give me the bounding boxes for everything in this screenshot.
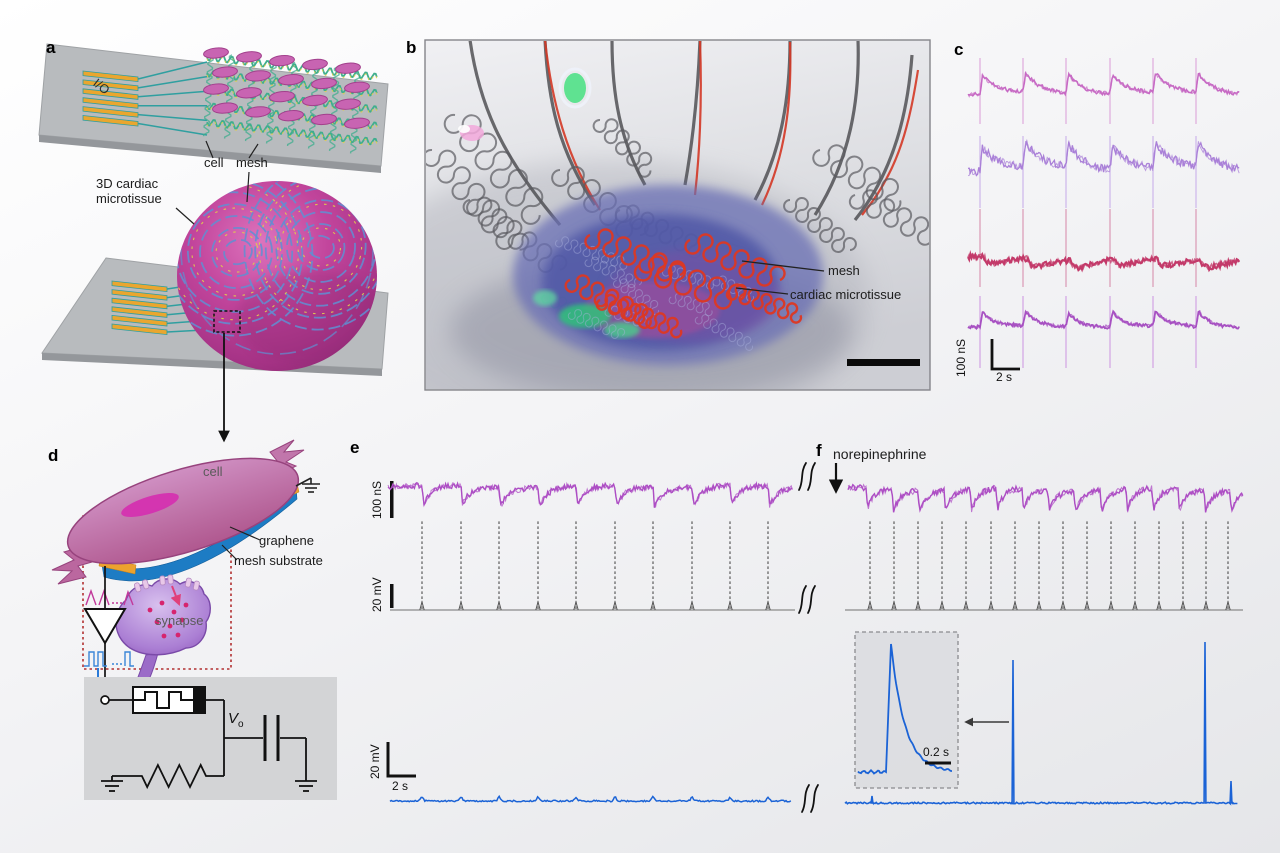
panel-c-letter: c — [954, 40, 964, 59]
b-tissue-label: cardiac microtissue — [790, 287, 902, 302]
pulse-train-icon — [84, 651, 134, 667]
memristor-meander — [133, 691, 193, 709]
microtissue-pointer-line — [175, 207, 195, 225]
cell-pointer-line — [205, 140, 214, 159]
substrate-pointer — [221, 544, 238, 561]
panel-b-micrograph — [424, 39, 931, 391]
panel-a-device-schematic — [38, 43, 389, 443]
cardiomyocyte-cells — [203, 47, 370, 129]
e-output-scale-h-label: 2 s — [392, 779, 409, 793]
ground-right — [295, 780, 317, 792]
green-stain-3 — [533, 290, 557, 306]
b-scale-bar — [847, 359, 920, 366]
inset-scale-label: 0.2 s — [923, 745, 950, 759]
mesh-pointer-line-down — [246, 171, 250, 203]
panel-d-letter: d — [48, 446, 59, 465]
mesh-pointer-line-up — [248, 143, 259, 159]
interconnect-lines-top — [137, 61, 208, 136]
e-output-scale-v-label: 20 mV — [368, 744, 382, 779]
ground-left — [101, 776, 123, 792]
cell-nucleus — [121, 493, 179, 517]
io-pads-bottom — [111, 280, 168, 336]
sphere-mesh-swirls — [177, 181, 377, 355]
e-voltage-scale-label: 20 mV — [370, 577, 384, 612]
panel-a-letter: a — [46, 38, 56, 57]
panel-c-traces — [967, 58, 1241, 371]
vo-label: Vo — [228, 710, 244, 731]
cardiomyocyte-cell — [51, 439, 305, 585]
ground-symbol-top — [295, 477, 320, 493]
red-mesh-curls — [564, 228, 803, 339]
mesh-label-a: mesh — [236, 155, 268, 170]
b-tissue-pointer — [735, 287, 789, 295]
micrograph-content — [426, 41, 929, 389]
inset-spike-curve — [857, 643, 952, 775]
panel-e-letter: e — [350, 438, 360, 457]
pink-debris-core — [458, 125, 470, 133]
c-scale-vertical-label: 100 nS — [954, 338, 968, 377]
stray-cell-halo — [558, 67, 592, 109]
panel-e-traces — [386, 462, 819, 813]
resistor — [112, 762, 224, 790]
c-scale-horizontal-label: 2 s — [996, 370, 1013, 384]
stray-cell-green — [564, 73, 586, 103]
synapse-label: synapse — [155, 613, 204, 628]
break-marks — [798, 462, 819, 813]
panel-f-letter: f — [816, 441, 822, 460]
panel-b-letter: b — [406, 38, 417, 57]
tissue-texture — [554, 236, 755, 351]
analog-spikes-dots — [112, 602, 122, 604]
inset-box — [854, 631, 959, 789]
norepinephrine-label: norepinephrine — [833, 446, 927, 462]
green-stain-2 — [604, 322, 640, 338]
panel-d-interface-schematic — [51, 439, 337, 800]
top-chip-edge — [39, 135, 381, 173]
vo-subscript: o — [238, 719, 244, 730]
memristor-electrode — [193, 687, 205, 713]
panel-f-traces — [828, 463, 1244, 806]
substrate-label: mesh substrate — [234, 553, 323, 568]
memristor-circuit — [84, 677, 337, 800]
release-arrow — [170, 585, 181, 607]
b-mesh-label: mesh — [828, 263, 860, 278]
e-conductance-scalebar — [390, 481, 394, 518]
graphene-label: graphene — [259, 533, 314, 548]
analog-spikes-icon — [85, 588, 134, 606]
d-cell-label: cell — [203, 464, 223, 479]
pulse-train-dots — [112, 663, 122, 665]
cell-label-a: cell — [204, 155, 224, 170]
receptors — [133, 574, 200, 593]
bottom-chip-edge — [42, 353, 382, 376]
io-pads-top — [82, 70, 139, 127]
green-stain-1 — [559, 304, 611, 328]
input-node — [100, 695, 110, 705]
e-output-scalebar — [386, 742, 416, 778]
amplifier-triangle — [83, 608, 127, 645]
e-voltage-scalebar — [390, 584, 394, 608]
graphene-pointer — [229, 526, 261, 541]
zoom-region-box — [213, 310, 241, 333]
vo-symbol: V — [228, 710, 239, 727]
conductance-traces — [967, 58, 1241, 368]
neurotransmitter-dots — [147, 600, 189, 639]
c-scalebar — [990, 339, 1020, 371]
microtissue-label: 3D cardiac microtissue — [96, 176, 162, 207]
e-conductance-scale-label: 100 nS — [370, 480, 384, 519]
b-mesh-pointer — [741, 260, 825, 272]
synapse-illustration — [115, 574, 211, 704]
